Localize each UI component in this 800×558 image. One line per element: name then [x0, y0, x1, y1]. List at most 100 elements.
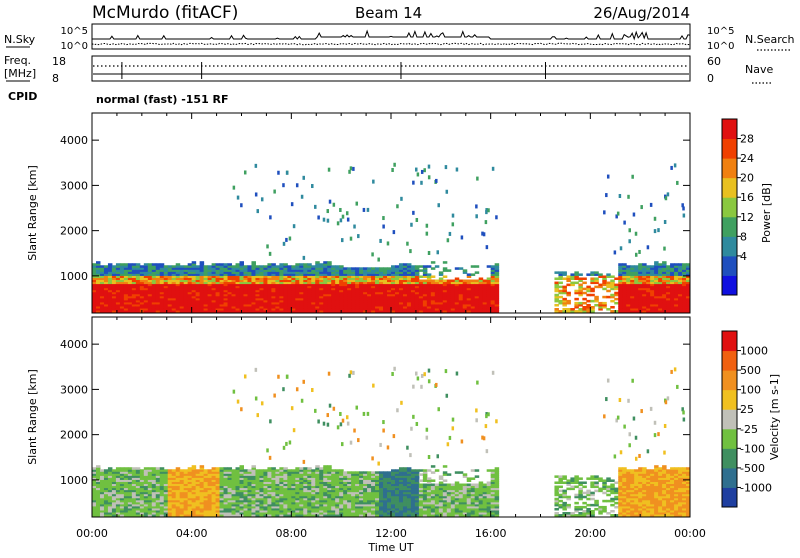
- power-cell: [658, 263, 662, 266]
- power-cell: [578, 273, 582, 276]
- power-cell: [610, 280, 614, 283]
- power-cell: [350, 237, 353, 241]
- power-cell: [144, 263, 148, 266]
- power-cell: [467, 273, 471, 276]
- power-cell: [347, 267, 351, 270]
- power-cell: [269, 215, 272, 219]
- power-cell: [605, 193, 608, 197]
- power-cell: [269, 252, 272, 256]
- velocity-cell: [132, 467, 136, 470]
- power-cell: [289, 236, 292, 240]
- power-cell: [682, 206, 685, 210]
- power-cell: [634, 265, 638, 268]
- power-cell: [590, 300, 594, 303]
- velocity-cell: [323, 465, 327, 468]
- power-cell: [379, 267, 383, 270]
- power-cell: [670, 263, 674, 266]
- power-cell: [426, 224, 429, 228]
- power-cell: [492, 167, 495, 171]
- power-cell: [148, 263, 152, 266]
- cpid-label: CPID: [8, 90, 37, 103]
- noise-left-label: N.Sky: [4, 33, 36, 46]
- power-cell: [351, 267, 355, 270]
- power-cell: [421, 170, 424, 174]
- freq-tick-8: 8: [52, 72, 59, 85]
- power-cell: [439, 277, 443, 280]
- power-cell: [554, 308, 558, 311]
- power-cell: [447, 280, 451, 283]
- power-cell: [172, 265, 176, 268]
- power-cell: [247, 265, 251, 268]
- power-cell: [602, 288, 606, 291]
- power-cell: [554, 282, 558, 285]
- power-cell: [303, 263, 307, 266]
- velocity-cell: [267, 467, 271, 470]
- power-cell: [431, 280, 435, 283]
- noise-right-label: N.Search: [745, 33, 795, 46]
- power-cell: [602, 275, 606, 278]
- power-cell: [594, 277, 598, 280]
- power-cell: [317, 215, 320, 219]
- velocity-cell: [359, 471, 363, 474]
- power-cell: [663, 247, 666, 251]
- power-cell: [233, 186, 236, 190]
- power-cell: [200, 261, 204, 264]
- velocity-cell: [255, 469, 259, 472]
- power-cell: [483, 280, 487, 283]
- power-cell: [578, 284, 582, 287]
- power-cell: [435, 280, 439, 283]
- power-cell: [610, 310, 614, 313]
- power-cell: [356, 202, 359, 206]
- velocity-cell: [391, 469, 395, 472]
- power-cell: [435, 179, 438, 183]
- power-cell: [112, 265, 116, 268]
- power-cell: [566, 275, 570, 278]
- velocity-cell: [327, 465, 331, 468]
- velocity-cell: [335, 469, 339, 472]
- freq-panel: Freq. [MHz] 18 8 60 0 Nave: [4, 54, 773, 85]
- power-cell: [323, 261, 327, 264]
- power-cell: [630, 265, 634, 268]
- power-cell: [495, 263, 499, 266]
- power-cell: [431, 267, 435, 270]
- power-cell: [363, 208, 366, 212]
- power-cell: [487, 265, 491, 268]
- power-cell: [635, 232, 638, 236]
- velocity-cell: [331, 469, 335, 472]
- power-cell: [674, 163, 677, 167]
- power-cell: [598, 273, 602, 276]
- power-cell: [638, 250, 641, 254]
- power-cell: [558, 300, 562, 303]
- power-cell: [140, 265, 144, 268]
- velocity-cell: [251, 465, 255, 468]
- noise-sky-line: [92, 31, 690, 39]
- power-cell: [417, 172, 420, 176]
- power-cell: [476, 177, 479, 181]
- power-cell: [299, 263, 303, 266]
- freq-label-2: [MHz]: [4, 67, 36, 80]
- power-cell: [339, 208, 342, 212]
- power-cell: [192, 261, 196, 264]
- power-cell: [311, 184, 314, 188]
- velocity-cell: [116, 467, 120, 470]
- power-cell: [416, 218, 419, 222]
- power-cell: [423, 280, 427, 283]
- power-cell: [610, 306, 614, 309]
- power-cell: [257, 209, 260, 213]
- power-cell: [423, 168, 426, 172]
- velocity-cell: [387, 471, 391, 474]
- velocity-cell: [243, 469, 247, 472]
- power-cell: [445, 165, 448, 169]
- velocity-cell: [120, 467, 124, 470]
- power-cell: [275, 265, 279, 268]
- power-cell: [301, 195, 304, 199]
- power-cell: [427, 265, 431, 268]
- power-cell: [224, 263, 228, 266]
- power-cell: [204, 265, 208, 268]
- power-cell: [570, 282, 574, 285]
- velocity-cell: [212, 467, 216, 470]
- power-cell: [255, 265, 259, 268]
- power-cell: [243, 265, 247, 268]
- velocity-cell: [136, 467, 140, 470]
